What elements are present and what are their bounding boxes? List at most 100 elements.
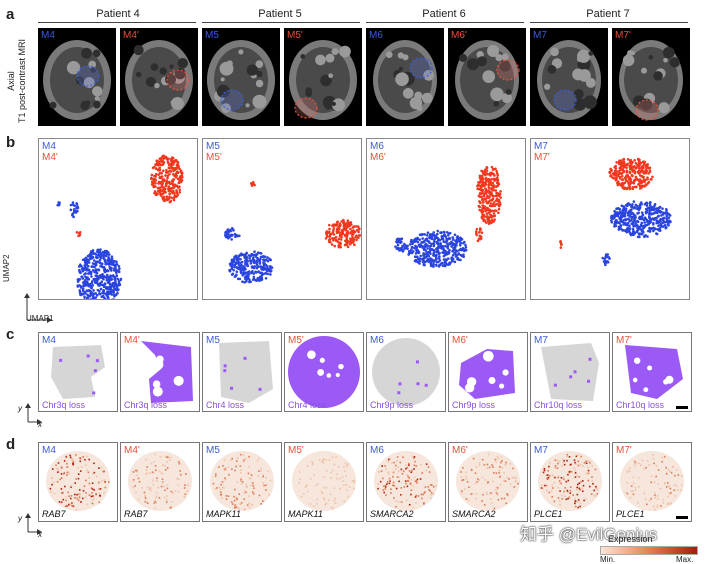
umap-cell-recurrence [619, 172, 622, 175]
umap-cell-primary [396, 238, 399, 241]
umap-cell-primary [431, 264, 434, 267]
umap-cell-primary [410, 241, 413, 244]
umap-cell-recurrence [480, 187, 483, 190]
umap-cell-primary [252, 254, 255, 257]
umap-cell-primary [87, 265, 90, 268]
umap-cell-primary [402, 248, 405, 251]
umap-cell-recurrence [626, 163, 629, 166]
umap-cell-primary [396, 241, 399, 244]
umap-cell-primary [651, 227, 654, 230]
umap-cell-recurrence [631, 174, 634, 177]
umap-cell-primary [423, 233, 426, 236]
umap-cell-primary [414, 259, 417, 262]
umap-cell-recurrence [155, 173, 158, 176]
umap-cell-recurrence [488, 196, 491, 199]
umap-cell-recurrence [623, 164, 626, 167]
umap-cell-recurrence [342, 219, 345, 222]
umap-cell-recurrence [345, 225, 348, 228]
umap-cell-primary [86, 260, 89, 263]
umap-cell-recurrence [493, 186, 496, 189]
umap-cell-recurrence [610, 169, 613, 172]
umap-cell-primary [448, 263, 451, 266]
umap-cell-primary [100, 274, 103, 277]
umap-cell-primary [632, 222, 635, 225]
panel-letter-b: b [6, 134, 15, 151]
umap-cell-primary [58, 204, 61, 207]
umap-cell-primary [93, 259, 96, 262]
umap-cell-recurrence [332, 227, 335, 230]
umap-cell-recurrence [339, 225, 342, 228]
umap-cell-recurrence [476, 228, 479, 231]
umap-cell-primary [454, 233, 457, 236]
umap-cell-recurrence [336, 221, 339, 224]
umap-cell-primary [263, 263, 266, 266]
umap-cell-recurrence [173, 186, 176, 189]
umap-cell-primary [109, 262, 112, 265]
umap-cell-recurrence [622, 184, 625, 187]
patient-divider [530, 22, 688, 23]
umap-cell-recurrence [641, 165, 644, 168]
umap-cell-recurrence [171, 156, 174, 159]
umap-cell-primary [638, 206, 641, 209]
umap-cell-primary [407, 253, 410, 256]
umap-cell-primary [432, 231, 435, 234]
gene-sample-label: M4 [42, 445, 56, 456]
umap-cell-primary [85, 269, 88, 272]
umap-cell-recurrence [251, 184, 254, 187]
cnv-sample-label: M7' [616, 335, 632, 346]
umap-legend-primary: M6 [370, 141, 384, 152]
umap-cell-primary [115, 269, 118, 272]
umap-cell-recurrence [616, 184, 619, 187]
umap-cell-primary [106, 290, 109, 293]
gene-name-label: RAB7 [42, 509, 66, 519]
umap-cell-recurrence [643, 185, 646, 188]
umap-cell-primary [619, 208, 622, 211]
umap-cell-primary [97, 284, 100, 287]
umap-cell-primary [642, 231, 645, 234]
umap-cell-recurrence [329, 233, 332, 236]
umap-cell-primary [231, 264, 234, 267]
umap-cell-primary [624, 230, 627, 233]
umap-cell-recurrence [159, 172, 162, 175]
mri-sample-label: M6 [369, 30, 383, 41]
umap-cell-primary [435, 258, 438, 261]
umap-cell-recurrence [348, 240, 351, 243]
umap-cell-recurrence [484, 220, 487, 223]
umap-cell-recurrence [340, 238, 343, 241]
umap-cell-recurrence [161, 179, 164, 182]
umap-cell-primary [88, 269, 91, 272]
umap-cell-primary [397, 244, 400, 247]
umap-cell-primary [75, 207, 78, 210]
cnv-loss-label: Chr9p loss [452, 400, 495, 410]
umap-cell-primary [112, 283, 115, 286]
umap-cell-primary [633, 220, 636, 223]
umap-cell-recurrence [170, 197, 173, 200]
umap-cell-recurrence [613, 166, 616, 169]
umap-cell-recurrence [329, 241, 332, 244]
umap-cell-recurrence [487, 202, 490, 205]
gene-sample-label: M4' [124, 445, 140, 456]
mri-image-5: M6 [366, 28, 444, 126]
umap-cell-recurrence [486, 167, 489, 170]
umap-cell-primary [632, 228, 635, 231]
tissue-section [292, 451, 356, 511]
umap-cell-recurrence [632, 186, 635, 189]
umap-cell-primary [256, 260, 259, 263]
umap-cell-primary [658, 221, 661, 224]
umap-cell-recurrence [346, 219, 349, 222]
umap-cell-recurrence [641, 185, 644, 188]
tissue-section [128, 451, 192, 511]
umap-legend-recurrence: M4' [42, 152, 58, 163]
tissue-section [219, 341, 273, 403]
umap-cell-primary [113, 293, 116, 296]
umap-cell-primary [437, 242, 440, 245]
umap-cell-recurrence [166, 171, 169, 174]
umap-cell-recurrence [169, 167, 172, 170]
umap-cell-recurrence [497, 182, 500, 185]
umap-cell-primary [448, 238, 451, 241]
umap-cell-primary [412, 250, 415, 253]
umap-cell-primary [235, 254, 238, 257]
umap-cell-recurrence [487, 212, 490, 215]
